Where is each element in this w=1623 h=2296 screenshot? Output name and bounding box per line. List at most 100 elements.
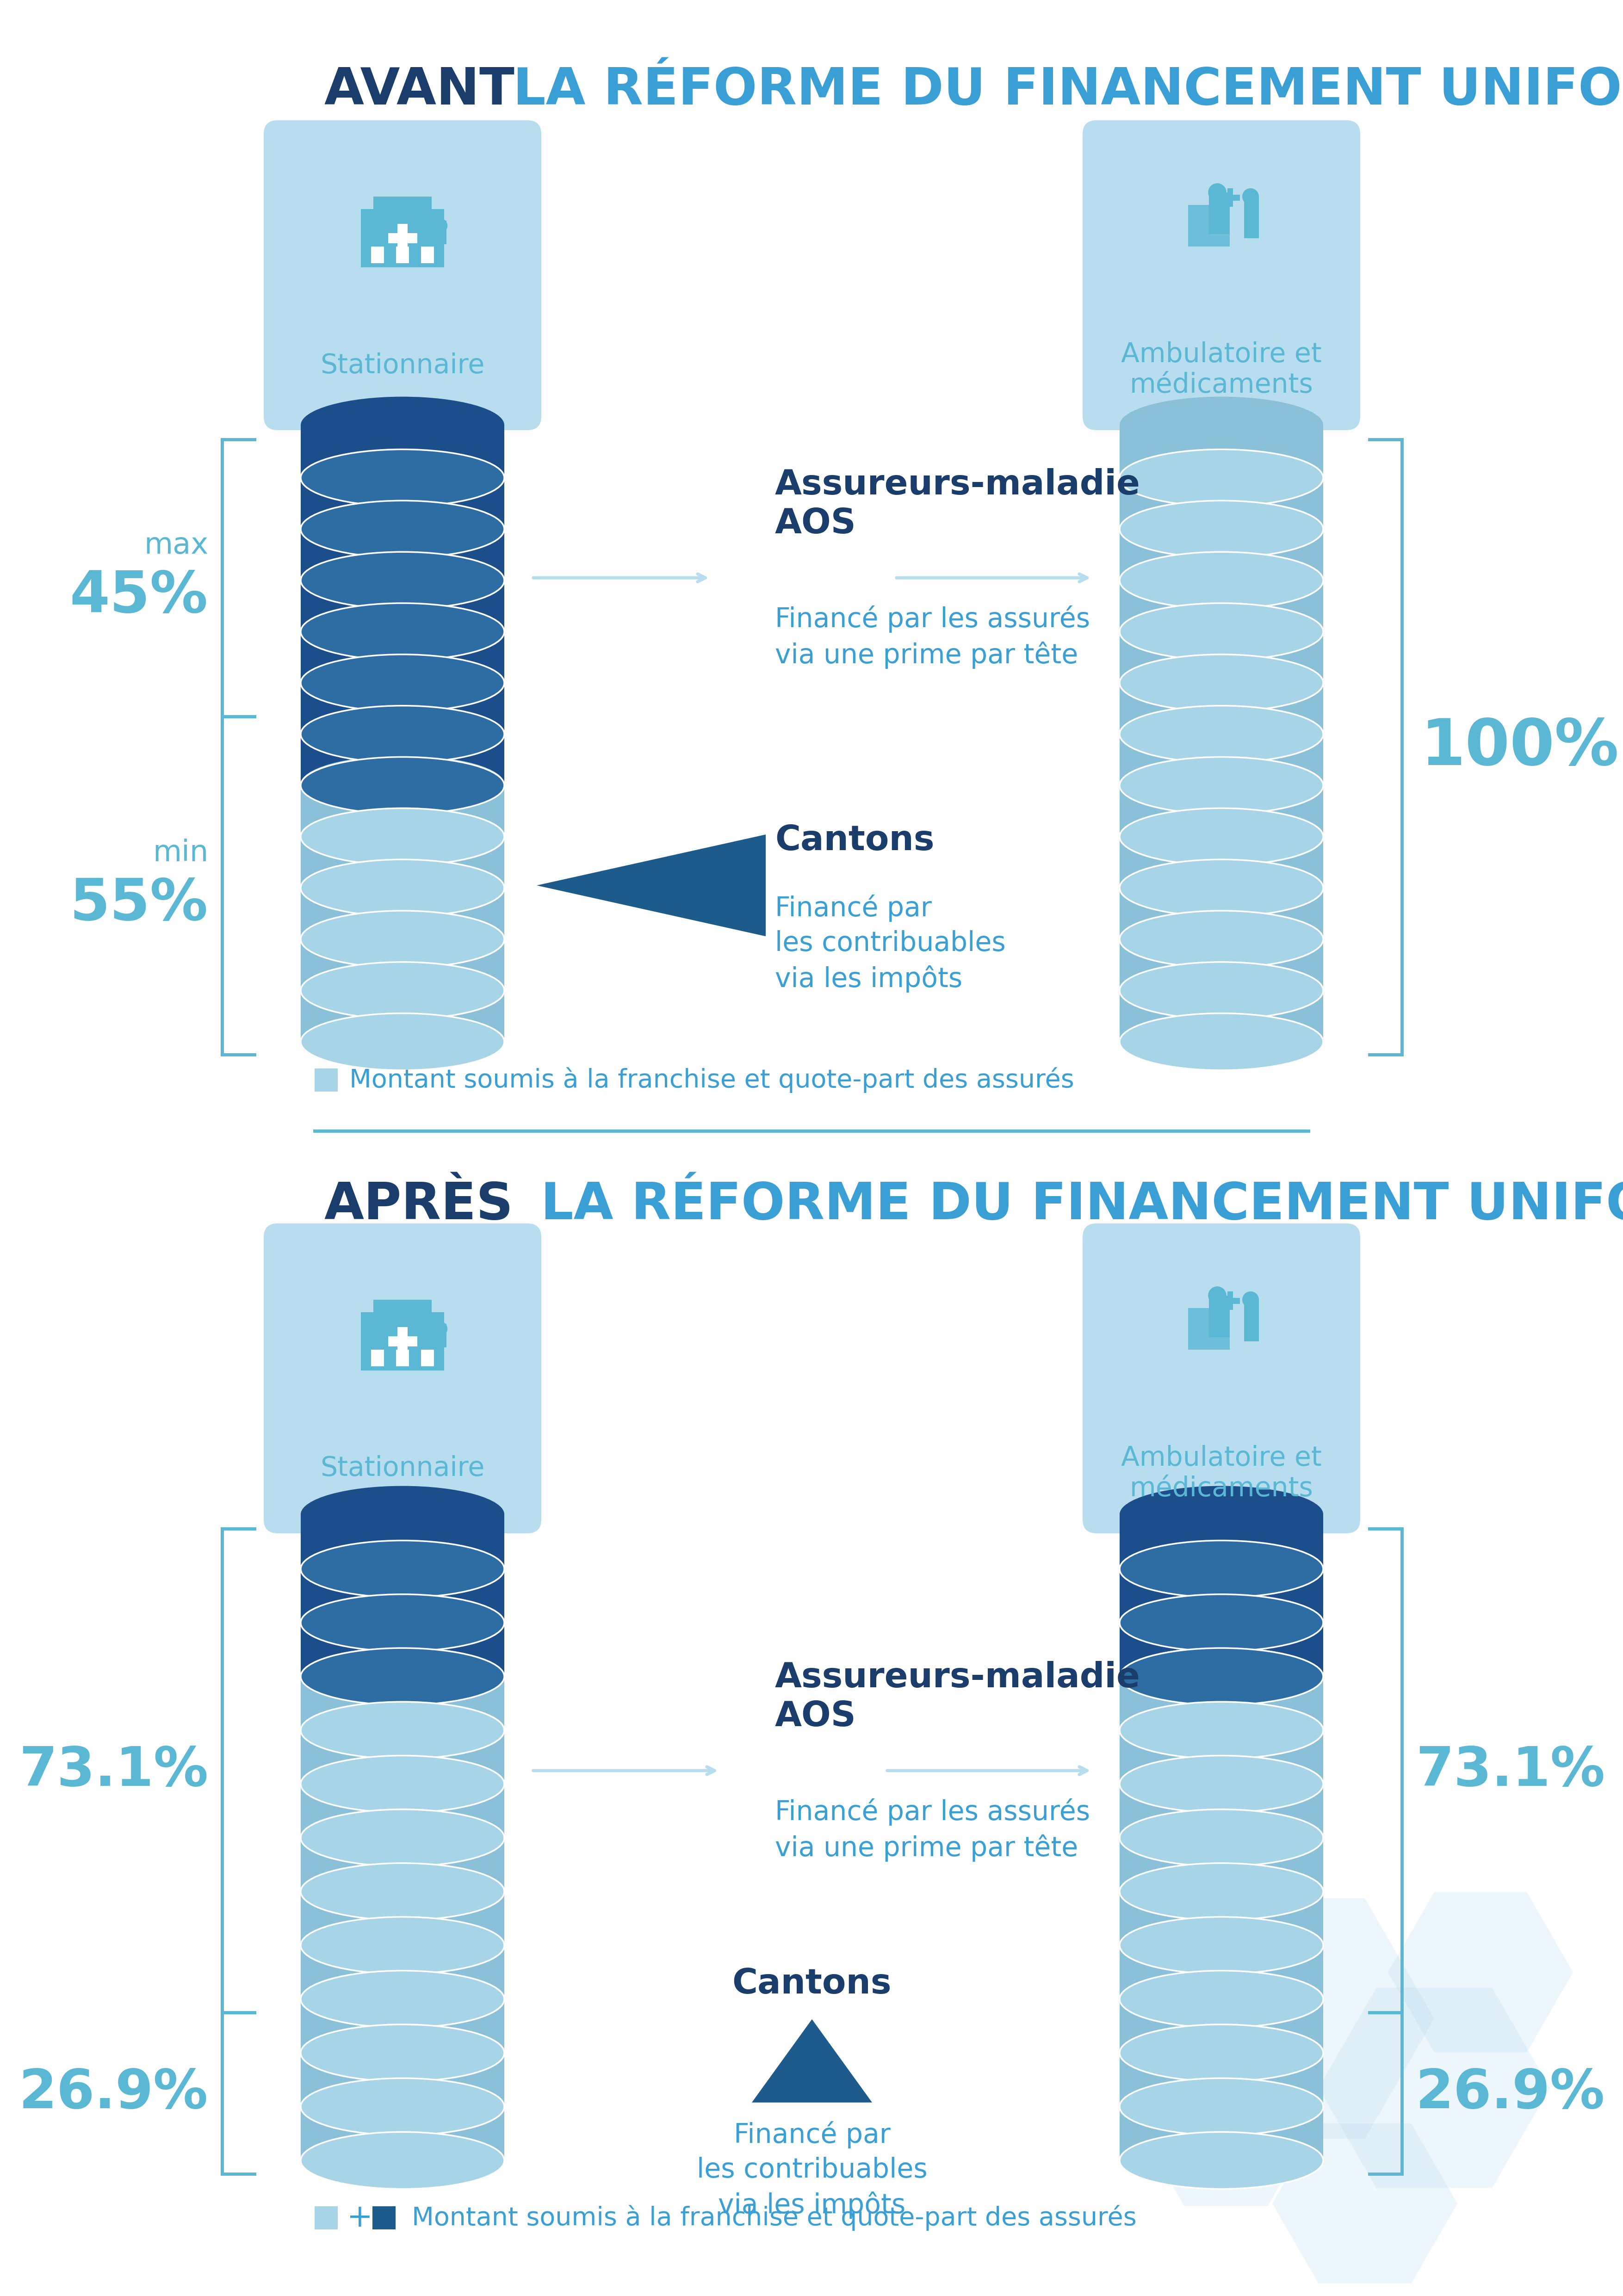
Ellipse shape: [300, 1646, 505, 1704]
Ellipse shape: [1120, 1917, 1323, 1972]
Polygon shape: [1120, 1621, 1323, 1676]
Bar: [1227, 1290, 1233, 1309]
Bar: [1243, 1300, 1259, 1341]
Ellipse shape: [300, 1754, 505, 1812]
Ellipse shape: [1120, 909, 1323, 967]
Ellipse shape: [300, 1593, 505, 1651]
Polygon shape: [300, 1837, 505, 1892]
FancyBboxPatch shape: [1083, 1224, 1360, 1534]
Ellipse shape: [300, 604, 505, 661]
Bar: [373, 197, 432, 209]
Bar: [360, 209, 445, 266]
Polygon shape: [300, 1568, 505, 1623]
Ellipse shape: [300, 1917, 505, 1975]
Polygon shape: [300, 425, 505, 478]
Text: 55%: 55%: [70, 875, 208, 932]
Ellipse shape: [1120, 652, 1323, 709]
Bar: [1188, 1309, 1230, 1350]
Ellipse shape: [300, 450, 505, 507]
Ellipse shape: [1120, 551, 1323, 608]
Ellipse shape: [1120, 1541, 1323, 1598]
Text: LA RÉFORME DU FINANCEMENT UNIFORME: LA RÉFORME DU FINANCEMENT UNIFORME: [523, 1180, 1623, 1231]
Polygon shape: [1120, 990, 1323, 1042]
Polygon shape: [1120, 1837, 1323, 1892]
Ellipse shape: [1120, 859, 1323, 916]
Polygon shape: [300, 478, 505, 528]
Polygon shape: [1388, 1892, 1573, 2053]
Polygon shape: [300, 990, 505, 1042]
Bar: [398, 1327, 407, 1357]
Ellipse shape: [1120, 1649, 1323, 1706]
Ellipse shape: [300, 501, 505, 558]
Ellipse shape: [432, 218, 448, 234]
Bar: [1209, 193, 1230, 234]
Ellipse shape: [300, 1970, 505, 2027]
Bar: [398, 223, 407, 253]
Text: Assureurs-maladie
AOS: Assureurs-maladie AOS: [774, 468, 1141, 542]
Ellipse shape: [300, 758, 505, 813]
Ellipse shape: [1120, 758, 1323, 813]
Ellipse shape: [1120, 960, 1323, 1017]
Polygon shape: [537, 833, 766, 937]
Ellipse shape: [1120, 1754, 1323, 1812]
Text: Financé par
les contribuables
via les impôts: Financé par les contribuables via les im…: [696, 2122, 927, 2218]
Ellipse shape: [300, 1917, 505, 1972]
Polygon shape: [300, 836, 505, 889]
Ellipse shape: [1120, 1013, 1323, 1070]
Ellipse shape: [1120, 1541, 1323, 1596]
Polygon shape: [1120, 528, 1323, 581]
Ellipse shape: [300, 1541, 505, 1598]
Ellipse shape: [300, 2078, 505, 2135]
Text: Cantons: Cantons: [732, 1968, 891, 2000]
Ellipse shape: [300, 806, 505, 863]
Polygon shape: [300, 1621, 505, 1676]
Polygon shape: [1120, 682, 1323, 735]
Ellipse shape: [1120, 1593, 1323, 1651]
Ellipse shape: [1120, 912, 1323, 967]
Ellipse shape: [1120, 2023, 1323, 2080]
Ellipse shape: [300, 808, 505, 866]
Polygon shape: [1120, 1729, 1323, 1784]
Ellipse shape: [300, 1486, 505, 1543]
Text: Stationnaire: Stationnaire: [320, 351, 485, 379]
Polygon shape: [1120, 1945, 1323, 2000]
Ellipse shape: [300, 912, 505, 967]
Polygon shape: [1120, 1568, 1323, 1623]
Polygon shape: [300, 937, 505, 990]
Polygon shape: [300, 1515, 505, 1568]
Ellipse shape: [1120, 1486, 1323, 1543]
Text: 45%: 45%: [70, 569, 208, 625]
Polygon shape: [1120, 579, 1323, 631]
Polygon shape: [300, 1676, 505, 1731]
Ellipse shape: [1120, 1701, 1323, 1759]
Text: 73.1%: 73.1%: [19, 1745, 208, 1798]
Text: APRÈS: APRÈS: [325, 1180, 513, 1231]
Ellipse shape: [300, 962, 505, 1019]
Ellipse shape: [1120, 1756, 1323, 1812]
Ellipse shape: [1120, 551, 1323, 608]
Ellipse shape: [300, 1862, 505, 1919]
Polygon shape: [300, 1784, 505, 1837]
Bar: [1209, 1295, 1230, 1336]
Text: Montant soumis à la franchise et quote-part des assurés: Montant soumis à la franchise et quote-p…: [349, 1068, 1074, 1093]
Polygon shape: [1120, 836, 1323, 889]
Ellipse shape: [432, 1322, 448, 1336]
Polygon shape: [1120, 1998, 1323, 2053]
Ellipse shape: [1120, 1809, 1323, 1867]
Bar: [1243, 197, 1259, 239]
Ellipse shape: [300, 1701, 505, 1759]
Polygon shape: [1143, 2062, 1310, 2206]
Polygon shape: [1120, 1784, 1323, 1837]
Ellipse shape: [1120, 1970, 1323, 2027]
Polygon shape: [300, 1729, 505, 1784]
Text: Financé par
les contribuables
via les impôts: Financé par les contribuables via les im…: [774, 895, 1006, 992]
Ellipse shape: [1208, 1286, 1227, 1304]
Polygon shape: [1157, 1899, 1435, 2138]
Ellipse shape: [300, 498, 505, 556]
Ellipse shape: [1120, 705, 1323, 762]
Polygon shape: [1120, 629, 1323, 682]
Bar: [435, 1325, 446, 1348]
Ellipse shape: [300, 1013, 505, 1070]
Bar: [372, 2206, 396, 2229]
Ellipse shape: [1120, 1701, 1323, 1759]
